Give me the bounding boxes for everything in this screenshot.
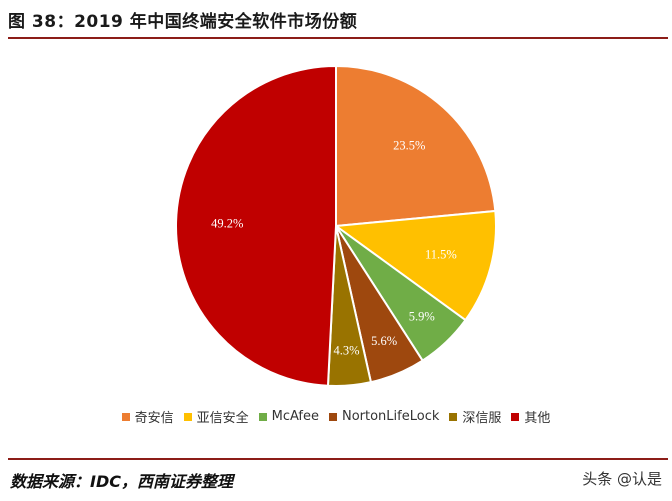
legend-item-5: 其他	[511, 407, 550, 426]
legend-swatch-3	[328, 412, 337, 421]
slice-label-4: 4.3%	[334, 343, 360, 357]
source-rule	[8, 458, 668, 460]
source-note: 数据来源：IDC，西南证券整理	[10, 472, 233, 491]
legend-item-1: 亚信安全	[183, 407, 249, 426]
pie-slice-5	[175, 64, 337, 387]
legend-label-2: McAfee	[271, 409, 319, 424]
slice-label-3: 5.6%	[371, 334, 397, 348]
chart-legend: 奇安信 亚信安全 McAfee NortonLifeLock 深信服 其他	[0, 407, 672, 426]
legend-label-0: 奇安信	[134, 411, 174, 426]
legend-item-3: NortonLifeLock	[328, 409, 440, 424]
legend-swatch-2	[258, 412, 267, 421]
legend-label-3: NortonLifeLock	[341, 409, 440, 424]
legend-swatch-5	[511, 412, 520, 421]
legend-swatch-1	[183, 412, 192, 421]
pie-slice-1	[333, 209, 497, 322]
legend-item-0: 奇安信	[121, 407, 174, 426]
slice-label-1: 11.5%	[425, 248, 457, 262]
slice-label-5: 49.2%	[211, 216, 243, 230]
legend-label-4: 深信服	[462, 411, 502, 426]
legend-swatch-4	[449, 412, 458, 421]
pie-slice-0	[335, 64, 497, 228]
legend-label-5: 其他	[524, 411, 551, 426]
pie-chart: 23.5% 11.5% 5.9% 5.6% 4.3% 49.2%	[175, 64, 497, 387]
title-rule	[8, 37, 668, 39]
watermark: 头条 @认是	[582, 470, 662, 488]
figure-title: 图 38：2019 年中国终端安全软件市场份额	[8, 12, 358, 32]
legend-item-4: 深信服	[449, 407, 501, 426]
legend-item-2: McAfee	[258, 409, 319, 424]
slice-label-0: 23.5%	[393, 139, 425, 153]
legend-label-1: 亚信安全	[196, 411, 249, 426]
slice-label-2: 5.9%	[409, 310, 435, 324]
legend-swatch-0	[121, 412, 130, 421]
